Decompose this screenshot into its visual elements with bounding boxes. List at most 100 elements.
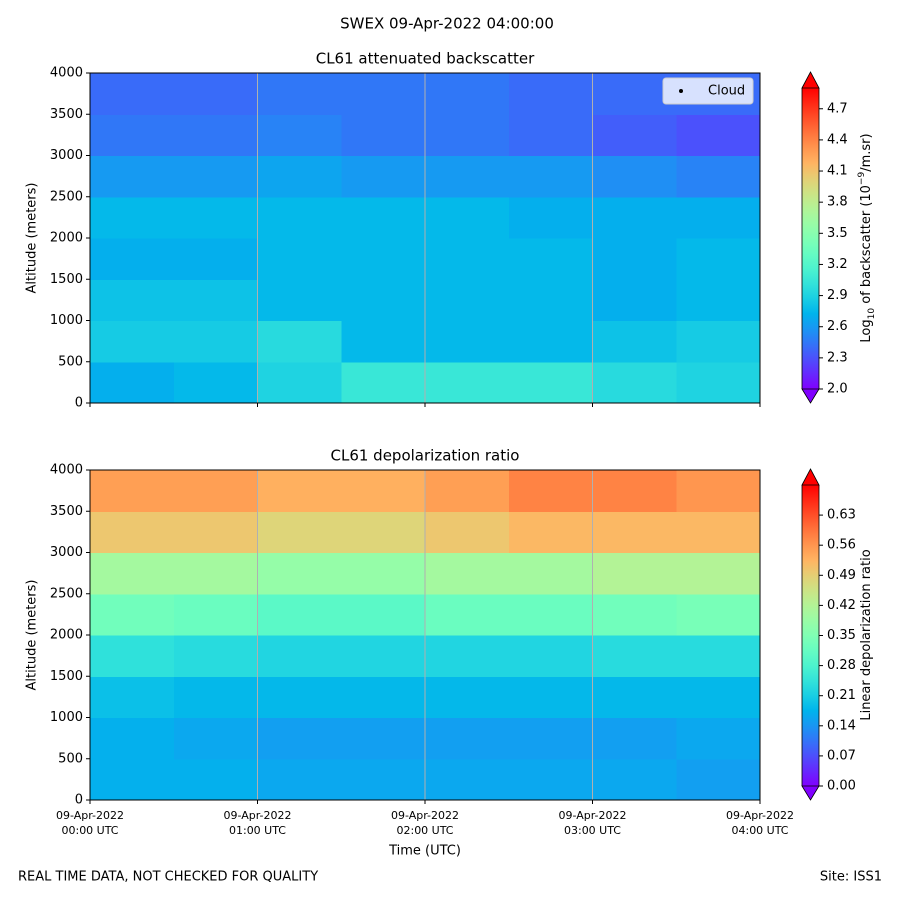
colorbar-tick-label: 0.00 bbox=[827, 779, 856, 794]
heatmap-cell bbox=[341, 114, 426, 156]
colorbar-tick-label: 4.7 bbox=[827, 101, 848, 116]
colorbar-extend-top bbox=[801, 71, 820, 89]
y-tick-label: 0 bbox=[75, 793, 83, 808]
x-tick-label: 01:00 UTC bbox=[229, 824, 286, 837]
heatmap-cell bbox=[90, 676, 175, 718]
heatmap-cell bbox=[173, 238, 258, 280]
heatmap-cell bbox=[425, 196, 510, 239]
heatmap-cell bbox=[257, 470, 342, 512]
heatmap-cell bbox=[508, 196, 593, 239]
colorbar-tick-label: 3.2 bbox=[827, 257, 848, 272]
heatmap-cell bbox=[90, 593, 175, 636]
heatmap-cell bbox=[425, 361, 510, 404]
heatmap-cell bbox=[425, 758, 510, 801]
heatmap-cell bbox=[173, 676, 258, 718]
heatmap-cell bbox=[341, 238, 426, 280]
heatmap-cell bbox=[173, 593, 258, 636]
heatmap-cell bbox=[173, 717, 258, 760]
axes-frame bbox=[89, 469, 761, 801]
heatmap-cell bbox=[676, 320, 761, 363]
heatmap-cell bbox=[676, 470, 761, 512]
heatmap-cell bbox=[90, 470, 175, 512]
heatmap-cell bbox=[592, 196, 677, 239]
legend-box bbox=[662, 77, 754, 105]
colorbar-tick-label: 0.63 bbox=[827, 508, 856, 523]
heatmap-cell bbox=[425, 511, 510, 553]
heatmap-cell bbox=[676, 511, 761, 553]
heatmap-cell bbox=[257, 155, 342, 198]
heatmap-cell bbox=[341, 196, 426, 239]
y-tick-label: 1500 bbox=[50, 272, 83, 287]
heatmap-cell bbox=[676, 279, 761, 321]
heatmap-cell bbox=[257, 114, 342, 156]
colorbar-tick-label: 2.3 bbox=[827, 350, 848, 365]
heatmap-cell bbox=[257, 279, 342, 321]
heatmap-cell bbox=[90, 73, 175, 115]
footer-left: REAL TIME DATA, NOT CHECKED FOR QUALITY bbox=[18, 870, 318, 885]
colorbar-label: Linear depolarization ratio bbox=[859, 549, 874, 720]
colorbar-extend-bottom bbox=[801, 785, 820, 801]
heatmap-cell bbox=[676, 717, 761, 760]
x-tick-label: 09-Apr-2022 bbox=[558, 809, 626, 822]
colorbar-tick-label: 0.14 bbox=[827, 718, 856, 733]
colorbar-tick-label: 0.49 bbox=[827, 568, 856, 583]
colorbar-tick-label: 4.4 bbox=[827, 132, 848, 147]
heatmap-cell bbox=[173, 196, 258, 239]
y-tick-label: 3500 bbox=[50, 107, 83, 122]
heatmap-cell bbox=[173, 635, 258, 677]
heatmap-cell bbox=[592, 552, 677, 595]
heatmap-cell bbox=[425, 676, 510, 718]
heatmap-cell bbox=[676, 114, 761, 156]
colorbar-label-part: Linear depolarization ratio bbox=[859, 549, 874, 720]
y-tick-label: 1000 bbox=[50, 313, 83, 328]
colorbar-tick-label: 0.35 bbox=[827, 628, 856, 643]
heatmap-cell bbox=[257, 758, 342, 801]
heatmap-cell bbox=[341, 676, 426, 718]
heatmap-cell bbox=[341, 361, 426, 404]
heatmap-cell bbox=[173, 279, 258, 321]
heatmap-cell bbox=[508, 758, 593, 801]
heatmap-cell bbox=[90, 155, 175, 198]
colorbar-tick-label: 2.6 bbox=[827, 319, 848, 334]
heatmap-cell bbox=[425, 470, 510, 512]
heatmap-cell bbox=[257, 676, 342, 718]
heatmap-cell bbox=[257, 593, 342, 636]
heatmap-cell bbox=[341, 279, 426, 321]
colorbar-label-part: −9 bbox=[857, 172, 867, 186]
heatmap-cell bbox=[257, 552, 342, 595]
heatmap-cell bbox=[508, 552, 593, 595]
heatmap-cell bbox=[257, 238, 342, 280]
heatmap-cell bbox=[592, 717, 677, 760]
heatmap-cell bbox=[592, 676, 677, 718]
colorbar-label-part: 10 bbox=[867, 308, 877, 320]
heatmap-cell bbox=[341, 635, 426, 677]
heatmap-cell bbox=[90, 196, 175, 239]
heatmap-cell bbox=[508, 593, 593, 636]
colorbar-extend-bottom bbox=[801, 388, 820, 404]
heatmap-cell bbox=[341, 155, 426, 198]
heatmap-cell bbox=[257, 196, 342, 239]
heatmap-cell bbox=[425, 238, 510, 280]
colorbar-tick-label: 0.28 bbox=[827, 658, 856, 673]
axes-frame bbox=[89, 72, 761, 404]
heatmap-cell bbox=[508, 676, 593, 718]
heatmap-cell bbox=[90, 238, 175, 280]
heatmap-cell bbox=[508, 470, 593, 512]
colorbar-extend-top bbox=[801, 468, 820, 486]
heatmap-cell bbox=[425, 320, 510, 363]
x-tick-label: 00:00 UTC bbox=[61, 824, 118, 837]
colorbar-tick-label: 0.56 bbox=[827, 538, 856, 553]
x-tick-label: 09-Apr-2022 bbox=[726, 809, 794, 822]
y-tick-label: 1000 bbox=[50, 710, 83, 725]
heatmap-cell bbox=[425, 73, 510, 115]
heatmap-cell bbox=[90, 114, 175, 156]
y-axis-label: Altitude (meters) bbox=[25, 580, 40, 691]
y-tick-label: 4000 bbox=[50, 66, 83, 81]
heatmap-cell bbox=[90, 511, 175, 553]
y-tick-label: 2500 bbox=[50, 189, 83, 204]
y-tick-label: 3000 bbox=[50, 545, 83, 560]
heatmap-cell bbox=[592, 279, 677, 321]
heatmap-cell bbox=[425, 279, 510, 321]
heatmap-cell bbox=[508, 73, 593, 115]
